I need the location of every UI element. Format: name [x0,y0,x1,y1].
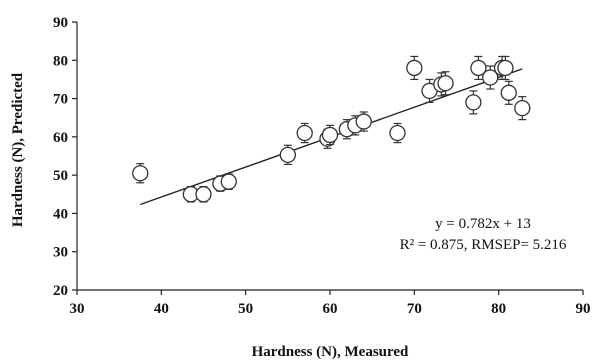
data-point [437,75,454,92]
data-point [355,113,372,130]
plot-area [76,22,583,291]
y-tick-label: 30 [53,245,68,261]
y-tick-label: 50 [53,168,68,184]
data-point [195,186,212,203]
x-axis-title: Hardness (N), Measured [252,344,409,360]
data-point [389,124,406,142]
r-squared-annotation: R² = 0.875, RMSEP= 5.216 [400,237,567,253]
y-tick-label: 90 [53,15,68,31]
data-point [500,84,517,101]
x-tick-label: 40 [154,301,169,317]
y-tick-label: 80 [53,53,68,69]
data-point [514,99,531,117]
data-point [406,59,423,77]
y-tick-label: 60 [53,130,68,146]
x-tick-label: 50 [238,301,253,317]
data-point [296,124,313,142]
y-axis-title: Hardness (N), Predicted [10,72,26,227]
data-point [321,126,339,144]
y-tick-label: 40 [53,206,68,222]
x-tick-label: 70 [407,301,422,317]
data-point [470,59,487,77]
data-point [497,59,514,77]
data-point [132,165,149,182]
x-tick-label: 80 [491,301,506,317]
x-tick-label: 30 [70,301,85,317]
x-tick-label: 90 [576,301,591,317]
x-tick-label: 60 [323,301,338,317]
y-axis-ticks: 20 30 40 50 60 70 80 90 [53,15,77,299]
x-axis-ticks: 30 40 50 60 70 80 90 [70,290,591,317]
y-tick-label: 20 [53,283,68,299]
data-point [220,173,237,190]
y-tick-label: 70 [53,92,68,108]
data-point [279,146,296,164]
data-point [465,94,482,111]
data-point [482,69,499,86]
equation-annotation: y = 0.782x + 13 [435,216,531,232]
